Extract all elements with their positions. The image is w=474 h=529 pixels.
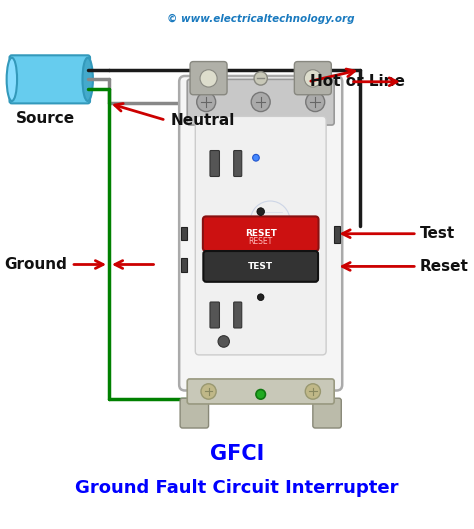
Bar — [334, 226, 340, 243]
FancyBboxPatch shape — [195, 116, 326, 355]
Text: Neutral: Neutral — [171, 113, 235, 127]
Text: RESET: RESET — [245, 229, 277, 238]
FancyBboxPatch shape — [234, 151, 242, 177]
Circle shape — [253, 154, 259, 161]
Ellipse shape — [82, 58, 93, 101]
Circle shape — [200, 70, 217, 87]
Circle shape — [218, 336, 229, 347]
Bar — [181, 227, 187, 241]
Circle shape — [251, 93, 270, 112]
FancyBboxPatch shape — [179, 76, 342, 390]
FancyBboxPatch shape — [234, 302, 242, 328]
Circle shape — [254, 71, 267, 85]
FancyBboxPatch shape — [180, 398, 209, 428]
Bar — [181, 258, 187, 272]
FancyBboxPatch shape — [210, 302, 219, 328]
Circle shape — [304, 70, 321, 87]
Circle shape — [197, 93, 216, 112]
Circle shape — [257, 294, 264, 300]
Text: Hot or Line: Hot or Line — [310, 74, 405, 89]
Text: Ground: Ground — [5, 257, 68, 272]
Ellipse shape — [7, 58, 17, 101]
FancyBboxPatch shape — [313, 398, 341, 428]
Text: Ground Fault Circuit Interrupter: Ground Fault Circuit Interrupter — [75, 479, 399, 497]
Text: © www.electricaltechnology.org: © www.electricaltechnology.org — [167, 14, 355, 24]
Text: http://www.electricaltechnology.org/: http://www.electricaltechnology.org/ — [221, 250, 310, 255]
FancyBboxPatch shape — [210, 151, 219, 177]
Text: Electrical Technology: Electrical Technology — [232, 240, 299, 245]
Text: TEST: TEST — [248, 262, 273, 271]
Circle shape — [306, 93, 325, 112]
Text: Reset: Reset — [419, 259, 468, 274]
Text: Source: Source — [16, 111, 74, 125]
FancyBboxPatch shape — [190, 61, 227, 95]
FancyBboxPatch shape — [203, 216, 319, 251]
Text: Test: Test — [419, 226, 455, 241]
FancyBboxPatch shape — [187, 79, 334, 125]
FancyBboxPatch shape — [203, 251, 318, 282]
Circle shape — [305, 384, 320, 399]
FancyBboxPatch shape — [9, 56, 90, 103]
Circle shape — [256, 389, 265, 399]
Circle shape — [257, 208, 264, 215]
FancyBboxPatch shape — [294, 61, 331, 95]
FancyBboxPatch shape — [187, 379, 334, 404]
Text: GFCI: GFCI — [210, 444, 264, 464]
Text: RESET: RESET — [248, 237, 273, 246]
Circle shape — [201, 384, 216, 399]
